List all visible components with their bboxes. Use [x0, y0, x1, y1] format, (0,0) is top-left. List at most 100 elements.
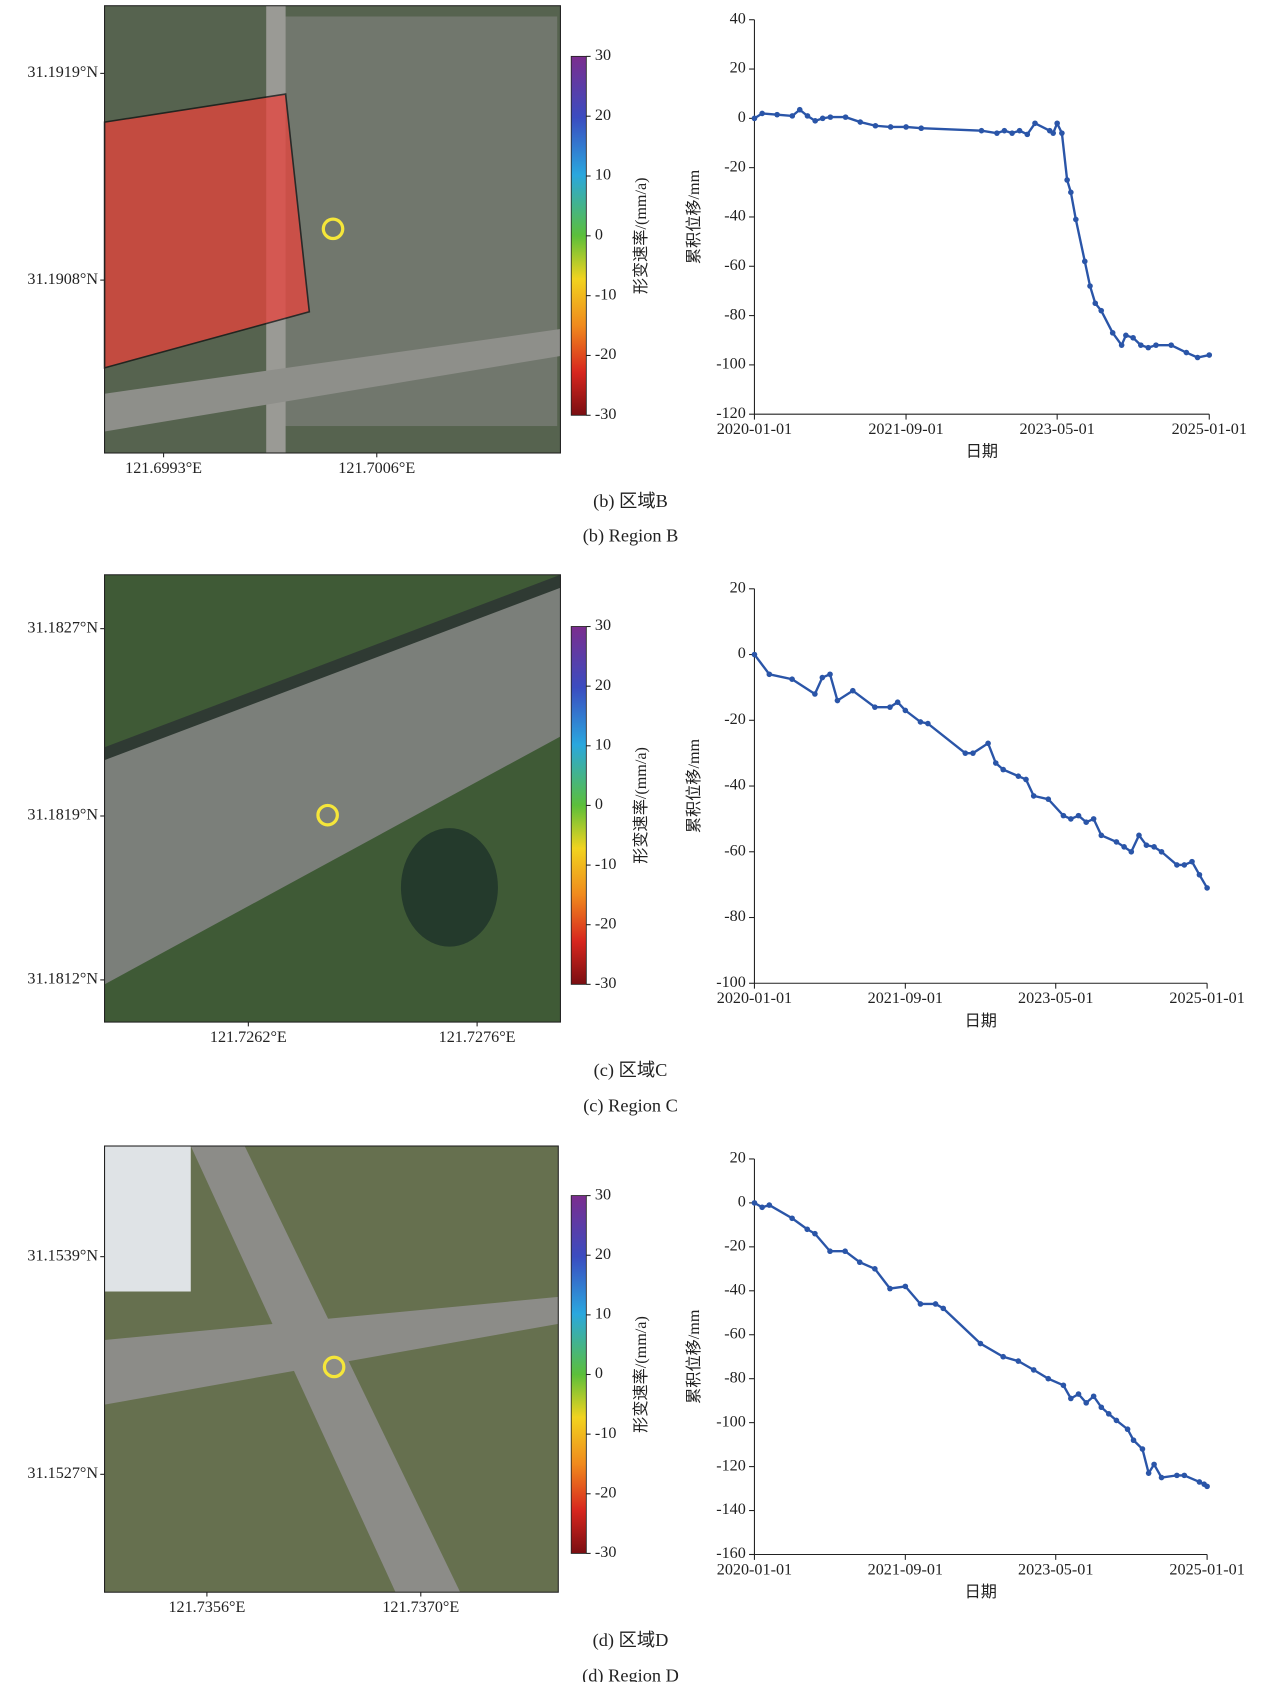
map-x-tick-label: 121.7276°E: [439, 1029, 516, 1046]
caption-cn: (b) 区域B: [593, 491, 668, 512]
data-point: [872, 704, 878, 710]
colorbar-tick-label: 30: [595, 47, 611, 64]
data-point: [1000, 767, 1006, 773]
data-point: [1189, 859, 1195, 865]
data-point: [1091, 1393, 1097, 1399]
y-tick-label: -100: [716, 1413, 746, 1430]
data-point: [1114, 1418, 1120, 1424]
data-point: [1151, 1462, 1157, 1468]
figure: 31.1908°N31.1919°N121.6993°E121.7006°E-3…: [0, 0, 1261, 1682]
y-tick-label: 20: [730, 580, 746, 597]
data-point: [759, 111, 765, 117]
data-point: [888, 124, 894, 130]
data-point: [1031, 1367, 1037, 1373]
data-point: [752, 116, 758, 122]
data-point: [918, 1301, 924, 1307]
data-point: [1128, 849, 1134, 855]
colorbar-tick-label: -20: [595, 1484, 617, 1501]
colorbar-tick-label: 20: [595, 1246, 611, 1263]
data-point: [1054, 120, 1060, 126]
data-point: [1131, 1437, 1137, 1443]
map-x-tick-label: 121.7006°E: [338, 460, 415, 477]
data-point: [827, 671, 833, 677]
data-point: [1168, 342, 1174, 348]
y-tick-label: -60: [724, 842, 746, 859]
data-point: [1064, 177, 1070, 183]
map-x-tick-label: 121.7356°E: [168, 1599, 245, 1616]
colorbar-tick-label: 20: [595, 107, 611, 124]
y-tick-label: -80: [724, 908, 746, 925]
colorbar-tick-label: 30: [595, 617, 611, 634]
data-point: [820, 675, 826, 681]
colorbar-tick-label: 10: [595, 736, 611, 753]
data-point: [1159, 1475, 1165, 1481]
data-point: [1182, 862, 1188, 868]
greenhouse: [105, 1146, 191, 1292]
series-line: [754, 110, 1209, 358]
data-point: [797, 107, 803, 113]
y-axis-label: 累积位移/mm: [685, 1309, 703, 1404]
caption-en: (c) Region C: [583, 1095, 678, 1116]
y-axis-label: 累积位移/mm: [685, 738, 703, 833]
data-point: [1204, 885, 1210, 891]
data-point: [1146, 1470, 1152, 1476]
data-point: [1016, 773, 1022, 779]
data-point: [1153, 342, 1159, 348]
data-point: [918, 719, 924, 725]
data-point: [887, 704, 893, 710]
map-y-tick-label: 31.1919°N: [27, 64, 98, 81]
data-point: [1016, 1358, 1022, 1364]
data-point: [970, 750, 976, 756]
colorbar: [571, 627, 586, 985]
caption-cn: (c) 区域C: [594, 1060, 668, 1081]
colorbar-label: 形变速率/(mm/a): [632, 747, 650, 864]
colorbar-label: 形变速率/(mm/a): [632, 177, 650, 294]
data-point: [962, 750, 968, 756]
data-point: [1083, 1400, 1089, 1406]
data-point: [812, 118, 818, 124]
colorbar-tick-label: -10: [595, 856, 617, 873]
data-point: [925, 721, 931, 727]
y-tick-label: -40: [724, 1281, 746, 1298]
pond: [401, 828, 498, 947]
caption-cn: (d) 区域D: [593, 1630, 669, 1651]
data-point: [1123, 333, 1129, 339]
data-point: [1068, 816, 1074, 822]
data-point: [842, 1248, 848, 1254]
data-point: [1032, 120, 1038, 126]
colorbar-tick-label: -10: [595, 1425, 617, 1442]
data-point: [1017, 128, 1023, 134]
data-point: [767, 1202, 773, 1208]
colorbar-tick-label: 20: [595, 677, 611, 694]
data-point: [1206, 352, 1212, 358]
map-x-tick-label: 121.7262°E: [210, 1029, 287, 1046]
data-point: [1061, 1382, 1067, 1388]
data-point: [993, 760, 999, 766]
data-point: [752, 652, 758, 658]
data-point: [1068, 190, 1074, 196]
data-point: [812, 1231, 818, 1237]
data-point: [843, 114, 849, 120]
data-point: [850, 688, 856, 694]
data-point: [827, 1248, 833, 1254]
data-point: [1083, 819, 1089, 825]
data-point: [1136, 833, 1142, 839]
y-tick-label: -120: [716, 1457, 746, 1474]
y-tick-label: -60: [724, 1325, 746, 1342]
x-axis-label: 日期: [966, 443, 998, 461]
data-point: [1197, 872, 1203, 878]
y-tick-label: 0: [738, 645, 746, 662]
data-point: [1099, 1404, 1105, 1410]
x-tick-label: 2025-01-01: [1169, 990, 1244, 1007]
data-point: [1000, 1354, 1006, 1360]
data-point: [789, 676, 795, 682]
data-point: [759, 1204, 765, 1210]
data-point: [979, 128, 985, 134]
map-y-tick-label: 31.1812°N: [27, 971, 98, 988]
y-tick-label: -160: [716, 1545, 746, 1562]
data-point: [1031, 793, 1037, 799]
data-point: [1073, 217, 1079, 223]
y-tick-label: -80: [724, 306, 746, 323]
colorbar-label: 形变速率/(mm/a): [632, 1316, 650, 1433]
data-point: [903, 124, 909, 130]
